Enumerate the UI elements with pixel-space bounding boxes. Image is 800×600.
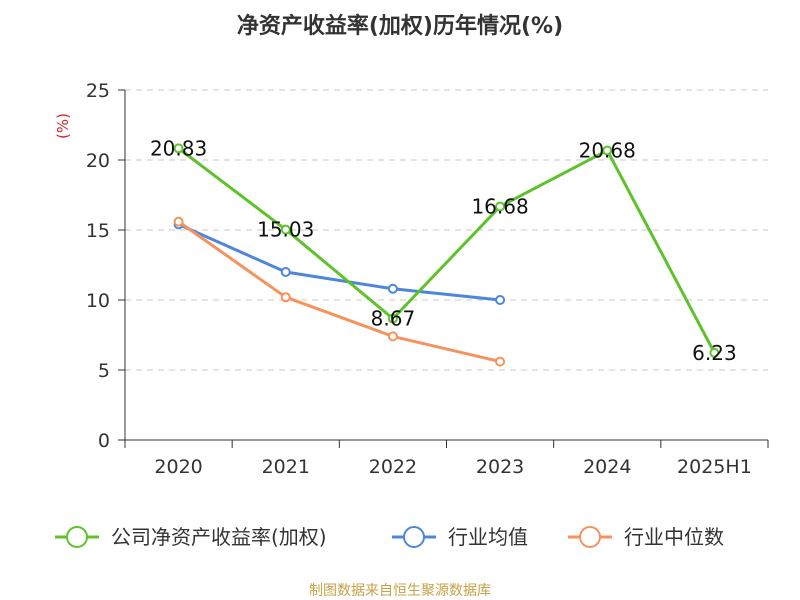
data-label-2020: 20.83 [150,136,207,160]
chart-title: 净资产收益率(加权)历年情况(%) [236,14,564,39]
data-label-2023: 16.68 [471,194,528,218]
point-2-2021 [280,292,291,303]
y-tick-label-20: 20 [86,150,110,172]
grid-lines [125,89,768,371]
point-2-2022 [387,331,398,342]
y-axis-unit: (%) [54,113,72,139]
point-1-2022 [387,283,398,294]
y-tick-label-0: 0 [98,430,110,452]
axes: 0 5 10 15 20 25 2020 2021 2022 2023 2024 2025H1 [86,80,769,478]
legend-item-0[interactable]: 公司净资产收益率(加权) [55,525,327,549]
point-0-2021 [280,224,291,235]
source-note: 制图数据来自恒生聚源数据库 [309,583,491,599]
legend-marker-2 [579,526,601,548]
data-labels: 20.83 15.03 8.67 16.68 20.68 6.23 [150,136,737,364]
x-tick-label-2023: 2023 [476,456,524,478]
point-0-2023 [495,201,506,212]
y-tick-label-5: 5 [98,360,110,382]
y-tick-label-10: 10 [86,290,110,312]
data-label-2024: 20.68 [579,138,636,162]
legend-marker-1 [403,526,425,548]
series-line-0 [177,147,716,354]
point-0-2020 [173,143,184,154]
point-2-2020 [173,216,184,227]
legend-item-1[interactable]: 行业均值 [392,525,528,549]
legend-label-2: 行业中位数 [624,525,724,549]
point-0-2024 [602,145,613,156]
legend-item-2[interactable]: 行业中位数 [568,525,724,549]
legend[interactable]: 公司净资产收益率(加权) 行业均值 行业中位数 [55,525,724,549]
legend-label-1: 行业均值 [448,525,528,549]
y-tick-label-25: 25 [86,80,110,102]
x-tick-label-2025H1: 2025H1 [677,456,752,478]
point-0-2022 [387,313,398,324]
data-label-2025H1: 6.23 [692,341,737,365]
point-1-2021 [280,267,291,277]
x-tick-label-2024: 2024 [583,456,631,478]
x-tick-label-2021: 2021 [262,456,310,478]
series-line-2 [177,220,501,364]
x-tick-label-2020: 2020 [154,456,202,478]
legend-label-0: 公司净资产收益率(加权) [111,525,327,549]
data-label-2022: 8.67 [371,307,416,331]
series-line-1 [177,223,501,302]
series-lines [173,143,720,367]
data-label-2021: 15.03 [257,218,314,242]
point-1-2023 [495,295,506,305]
y-tick-label-15: 15 [86,220,110,242]
legend-marker-0 [66,526,88,548]
x-tick-label-2022: 2022 [369,456,417,478]
point-0-2025H1 [709,347,720,358]
point-2-2023 [495,356,506,367]
